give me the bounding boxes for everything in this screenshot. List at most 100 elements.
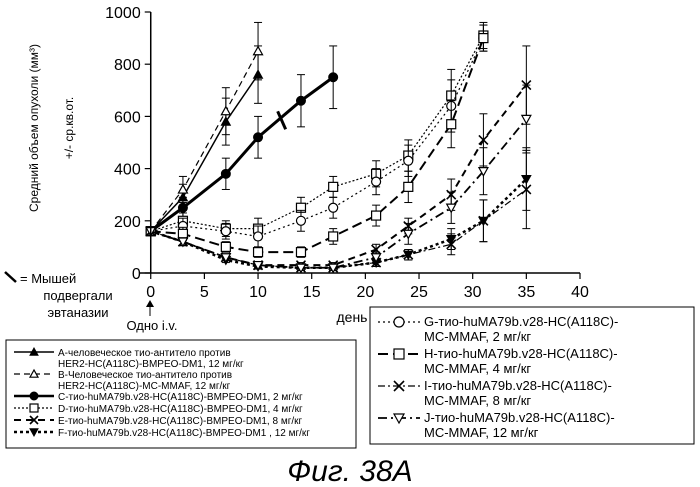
x-tick-label: 35 bbox=[517, 284, 535, 301]
y-tick-label: 600 bbox=[114, 109, 141, 126]
legend-entry-I: I-тио-huMA79b.v28-HC(A118C)-MC-MMAF, 8 м… bbox=[378, 378, 612, 408]
euthanasia-slash-icon bbox=[5, 272, 16, 282]
x-tick-label: 20 bbox=[356, 284, 374, 301]
dosing-note: Одно i.v. bbox=[126, 318, 177, 333]
legend-entry-F: F-тио-huMA79b.v28-HC(A118C)-BMPEO-DM1 , … bbox=[14, 428, 310, 439]
legend-label: MC-MMAF, 4 мг/кг bbox=[424, 361, 531, 376]
legend-label: HER2-HC(A118C)-BMPEO-DM1, 12 мг/кг bbox=[58, 359, 244, 370]
plot-layer bbox=[146, 22, 531, 272]
legend-label: B-Человеческое тио-антитело против bbox=[58, 370, 232, 381]
figure-caption: Фиг. 38А bbox=[287, 455, 412, 487]
legend-swatch-marker bbox=[30, 392, 38, 400]
data-point bbox=[404, 156, 413, 165]
series-line bbox=[151, 179, 527, 268]
series-line bbox=[151, 85, 527, 265]
legend-entry-B: B-Человеческое тио-антитело противHER2-H… bbox=[14, 370, 232, 392]
euthanasia-note-line-3: эвтаназии bbox=[47, 305, 108, 320]
legend-label: A-человеческое тио-антитело против bbox=[58, 348, 231, 359]
series-line bbox=[151, 38, 484, 252]
legend-swatch-marker bbox=[30, 404, 38, 412]
legend-entry-G: G-тио-huMA79b.v28-HC(A118C)-MC-MMAF, 2 м… bbox=[378, 314, 618, 344]
legend-swatch-marker bbox=[394, 349, 404, 359]
legend-label: H-тио-huMA79b.v28-HC(A118C)- bbox=[424, 346, 618, 361]
x-axis-label: день bbox=[337, 309, 368, 325]
series-B bbox=[146, 22, 262, 235]
data-point bbox=[372, 211, 381, 220]
series-H bbox=[146, 25, 488, 257]
legend-label: E-тио-huMA79b.v28-HC(A118C)-BMPEO-DM1, 8… bbox=[58, 416, 302, 427]
data-point bbox=[522, 115, 531, 123]
legend-entry-E: E-тио-huMA79b.v28-HC(A118C)-BMPEO-DM1, 8… bbox=[14, 416, 302, 427]
legend-swatch-marker bbox=[30, 429, 38, 436]
y-tick-label: 800 bbox=[114, 57, 141, 74]
data-point bbox=[329, 182, 338, 191]
y-tick-label: 0 bbox=[132, 266, 141, 283]
x-tick-label: 25 bbox=[410, 284, 428, 301]
data-point bbox=[221, 169, 230, 178]
legend-label: MC-MMAF, 2 мг/кг bbox=[424, 329, 531, 344]
euthanasia-note-line-2: подвергали bbox=[43, 288, 112, 303]
legend-entry-A: A-человеческое тио-антитело противHER2-H… bbox=[14, 348, 244, 370]
data-point bbox=[254, 47, 263, 55]
series-line bbox=[151, 51, 258, 231]
series-E bbox=[146, 46, 531, 270]
data-point bbox=[254, 133, 263, 142]
legend-entry-C: C-тио-huMA79b.v28-HC(A118C)-BMPEO-DM1, 2… bbox=[14, 392, 303, 403]
data-point bbox=[178, 229, 187, 238]
series-I bbox=[146, 150, 531, 272]
axes-layer: 0 200 400 600 800 1000 0 5 10 15 20 25 30 35 40 bbox=[105, 5, 589, 301]
series-C bbox=[146, 46, 337, 236]
legend-label: MC-MMAF, 8 мг/кг bbox=[424, 393, 531, 408]
dosing-arrow bbox=[146, 300, 154, 316]
legend-label: J-тио-huMA79b.v28-HC(A118C)- bbox=[424, 410, 615, 425]
data-point bbox=[221, 107, 230, 115]
series-G bbox=[146, 25, 488, 247]
data-point bbox=[254, 232, 263, 241]
series-F bbox=[146, 148, 531, 273]
data-point bbox=[447, 204, 456, 212]
x-tick-label: 5 bbox=[200, 284, 209, 301]
legend-label: C-тио-huMA79b.v28-HC(A118C)-BMPEO-DM1, 2… bbox=[58, 392, 303, 403]
data-point bbox=[178, 203, 187, 212]
legend-label: MC-MMAF, 12 мг/кг bbox=[424, 425, 539, 440]
series-line bbox=[151, 35, 484, 231]
series-line bbox=[151, 119, 527, 268]
data-point bbox=[404, 182, 413, 191]
legend-right: G-тио-huMA79b.v28-HC(A118C)-MC-MMAF, 2 м… bbox=[378, 314, 618, 440]
legend-left: A-человеческое тио-антитело противHER2-H… bbox=[14, 348, 310, 439]
legend-swatch-marker bbox=[394, 317, 404, 327]
data-point bbox=[329, 232, 338, 241]
data-point bbox=[221, 227, 230, 236]
legend-entry-H: H-тио-huMA79b.v28-HC(A118C)-MC-MMAF, 4 м… bbox=[378, 346, 618, 376]
legend-entry-D: D-тио-huMA79b.v28-HC(A118C)-BMPEO-DM1, 4… bbox=[14, 404, 303, 415]
data-point bbox=[447, 120, 456, 129]
series-J bbox=[146, 85, 531, 272]
data-point bbox=[479, 34, 488, 43]
legend-label: I-тио-huMA79b.v28-HC(A118C)- bbox=[424, 378, 612, 393]
data-point bbox=[296, 96, 305, 105]
legend-entry-J: J-тио-huMA79b.v28-HC(A118C)-MC-MMAF, 12 … bbox=[378, 410, 615, 440]
data-point bbox=[329, 73, 338, 82]
legend-label: G-тио-huMA79b.v28-HC(A118C)- bbox=[424, 314, 618, 329]
x-tick-label: 10 bbox=[249, 284, 267, 301]
data-point bbox=[296, 216, 305, 225]
y-tick-label: 1000 bbox=[105, 5, 141, 22]
x-tick-label: 0 bbox=[146, 284, 155, 301]
y-axis-label-secondary: +/- ср.кв.от. bbox=[62, 97, 76, 160]
data-point bbox=[254, 248, 263, 257]
x-tick-label: 15 bbox=[303, 284, 321, 301]
legend-label: D-тио-huMA79b.v28-HC(A118C)-BMPEO-DM1, 4… bbox=[58, 404, 303, 415]
data-point bbox=[372, 177, 381, 186]
euthanasia-note-line-1: = Мышей bbox=[20, 271, 76, 286]
data-point bbox=[178, 185, 187, 193]
y-tick-label: 200 bbox=[114, 214, 141, 231]
x-tick-label: 30 bbox=[464, 284, 482, 301]
x-tick-label: 40 bbox=[571, 284, 589, 301]
data-point bbox=[221, 242, 230, 251]
series-line bbox=[151, 75, 258, 232]
y-axis-label: Средний объем опухоли (мм³) bbox=[27, 44, 41, 212]
series-D bbox=[146, 22, 488, 239]
data-point bbox=[296, 248, 305, 257]
y-tick-label: 400 bbox=[114, 162, 141, 179]
